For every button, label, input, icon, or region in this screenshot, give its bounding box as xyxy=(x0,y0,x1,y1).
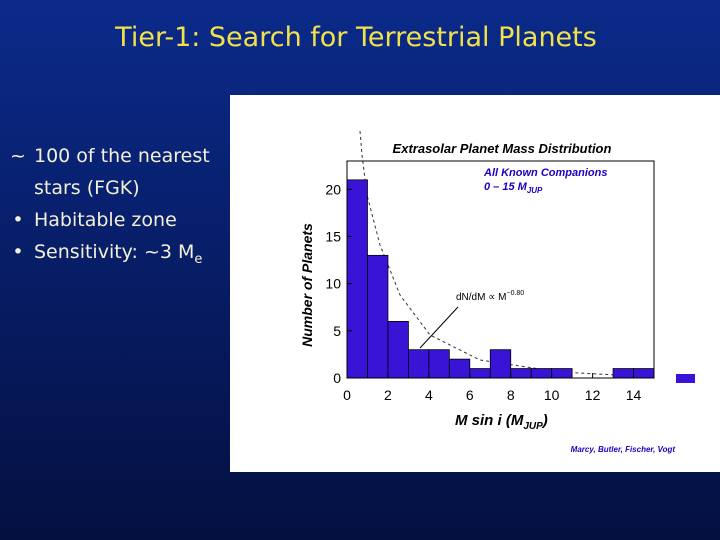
bullet: • Habitable zone xyxy=(8,204,210,236)
bullet-text: Habitable zone xyxy=(34,209,177,231)
bar xyxy=(428,349,450,379)
bar xyxy=(448,358,471,379)
fit-curve xyxy=(359,130,655,378)
bullet-text: stars (FGK) xyxy=(34,177,140,199)
bar xyxy=(387,320,409,379)
slide-title: Tier-1: Search for Terrestrial Planets xyxy=(115,22,597,53)
bullet-text: Sensitivity: ~3 M xyxy=(34,241,195,263)
x-tick-label: 0 xyxy=(343,387,351,403)
credit: Marcy, Butler, Fischer, Vogt xyxy=(571,445,676,454)
x-axis-label: M sin i (MJUP) xyxy=(455,412,548,432)
fit-label: dN/dM ∝ M−0.80 xyxy=(456,290,524,303)
bullet: ~100 of the nearest stars (FGK) xyxy=(8,140,210,204)
annotation-text: 0 – 15 M xyxy=(484,181,528,193)
plot-frame xyxy=(346,160,655,379)
bar xyxy=(407,349,430,379)
chart: Extrasolar Planet Mass Distribution All … xyxy=(230,95,720,472)
y-axis-label: Number of Planets xyxy=(299,223,315,347)
x-tick-label: 8 xyxy=(507,387,515,403)
x-tick-label: 4 xyxy=(425,387,433,403)
bar xyxy=(551,368,573,379)
x-label-text: M sin i (M xyxy=(455,412,524,429)
annotation: 0 – 15 MJUP xyxy=(484,181,543,195)
bar xyxy=(612,368,634,379)
annotation-sub: JUP xyxy=(527,186,543,195)
fit-text: dN/dM ∝ M xyxy=(456,292,506,303)
chart-title: Extrasolar Planet Mass Distribution xyxy=(393,141,612,156)
x-label-sub: JUP xyxy=(523,421,543,432)
x-tick-label: 6 xyxy=(466,387,474,403)
y-tick-label: 10 xyxy=(325,276,341,292)
bar xyxy=(633,368,655,379)
x-tick-label: 10 xyxy=(544,387,560,403)
fit-arrow xyxy=(419,306,459,349)
bullet-marker: • xyxy=(12,241,24,263)
bullet: • Sensitivity: ~3 Me xyxy=(8,236,210,276)
chart-background xyxy=(230,95,720,472)
bar xyxy=(367,254,389,379)
legend-swatch xyxy=(676,374,695,383)
y-tick-label: 5 xyxy=(333,323,341,339)
y-tick-label: 0 xyxy=(333,370,341,386)
bullet-subscript: e xyxy=(194,251,203,267)
bullet-marker: ~ xyxy=(10,145,26,167)
y-tick-label: 15 xyxy=(325,228,341,244)
y-tick-label: 20 xyxy=(325,181,341,197)
x-label-end: ) xyxy=(541,412,548,429)
bullet-marker: • xyxy=(12,209,24,231)
bar xyxy=(346,179,368,379)
fit-sup: −0.80 xyxy=(506,290,524,297)
x-tick-label: 2 xyxy=(384,387,392,403)
annotation: All Known Companions xyxy=(483,167,607,179)
x-tick-label: 12 xyxy=(585,387,601,403)
bar xyxy=(510,368,532,379)
bar xyxy=(469,368,491,379)
bar xyxy=(530,368,553,379)
bullet-text: 100 of the nearest xyxy=(34,145,210,167)
x-tick-label: 14 xyxy=(626,387,642,403)
bullet-list: ~100 of the nearest stars (FGK) • Habitabl… xyxy=(8,140,210,276)
bar xyxy=(489,349,512,379)
